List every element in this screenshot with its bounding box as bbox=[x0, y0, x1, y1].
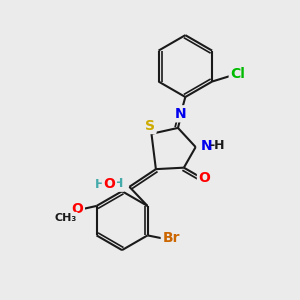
Text: O: O bbox=[199, 171, 210, 185]
Text: N: N bbox=[175, 107, 187, 121]
Text: Br: Br bbox=[162, 231, 180, 245]
Text: O: O bbox=[71, 202, 83, 216]
Text: -H: -H bbox=[209, 139, 225, 152]
Text: O: O bbox=[103, 177, 115, 191]
Text: H: H bbox=[95, 178, 105, 191]
Text: S: S bbox=[145, 118, 155, 133]
Text: N: N bbox=[201, 139, 213, 153]
Text: H: H bbox=[113, 177, 123, 190]
Text: CH₃: CH₃ bbox=[55, 213, 77, 223]
Text: Cl: Cl bbox=[230, 67, 245, 81]
